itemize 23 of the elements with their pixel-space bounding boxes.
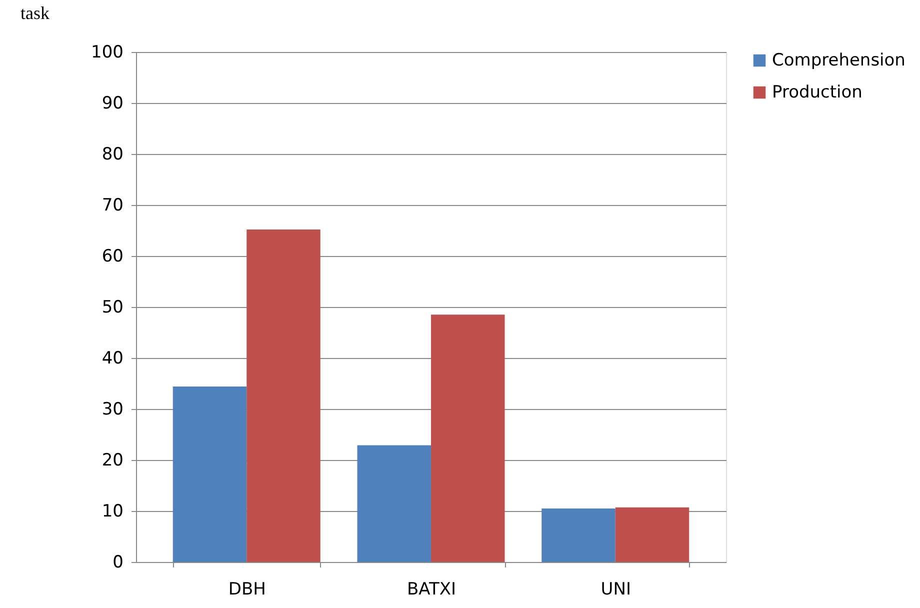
bar	[357, 445, 431, 562]
y-tick-label: 70	[102, 196, 124, 216]
bar	[246, 229, 320, 562]
bar	[431, 314, 505, 562]
y-tick-label: 10	[102, 502, 124, 522]
x-tick-label: DBH	[228, 580, 266, 600]
y-tick-label: 30	[102, 400, 124, 420]
bar	[615, 507, 690, 562]
bar	[172, 386, 247, 562]
y-tick-label: 90	[102, 94, 124, 114]
x-tick-label: UNI	[600, 580, 631, 600]
y-tick-label: 40	[102, 348, 124, 368]
y-tick-label: 80	[102, 144, 124, 164]
bar	[542, 508, 616, 562]
legend-label: Comprehension	[772, 50, 906, 70]
y-tick-label: 50	[102, 298, 124, 318]
x-tick-label: BATXI	[406, 580, 456, 600]
y-tick-label: 20	[102, 450, 124, 470]
y-tick-label: 100	[91, 42, 124, 62]
y-tick-label: 60	[102, 246, 124, 266]
legend-label: Production	[772, 82, 862, 102]
y-tick-label: 0	[112, 552, 124, 572]
text: task	[20, 3, 50, 23]
